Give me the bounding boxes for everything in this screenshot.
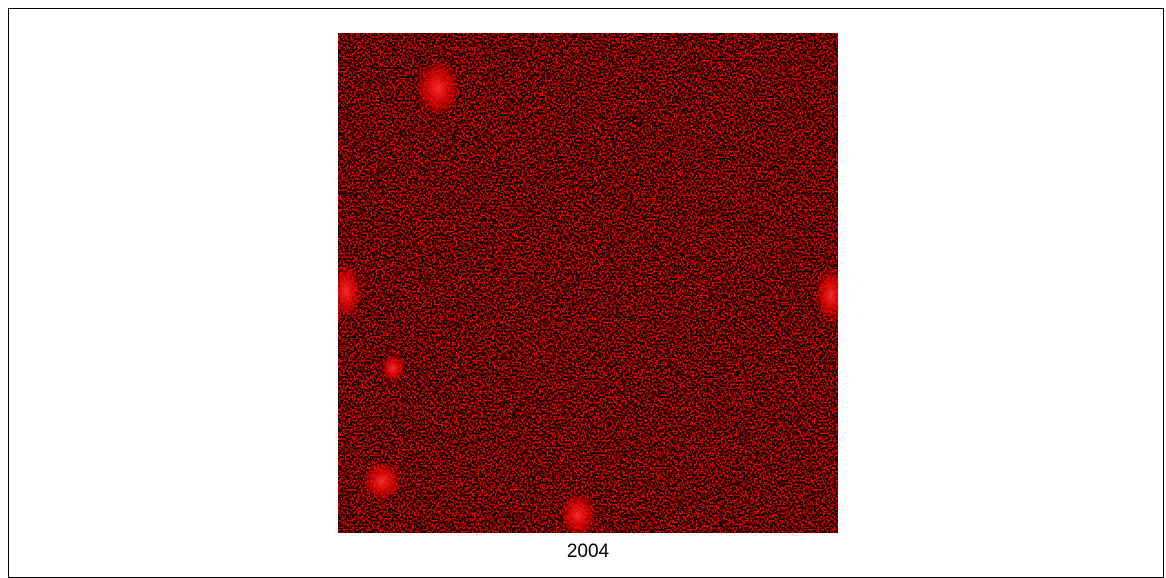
blob [416,60,460,116]
noise-image [338,33,838,533]
page: 2004 (() => { const data = JSON.parse(do… [0,0,1166,562]
noise [338,33,838,533]
blob [362,461,402,501]
blob [381,354,405,382]
caption: 2004 [338,541,838,563]
